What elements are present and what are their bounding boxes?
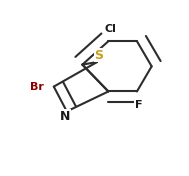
Text: Br: Br — [29, 82, 43, 92]
Text: F: F — [135, 100, 143, 110]
Text: S: S — [94, 49, 103, 62]
Text: Cl: Cl — [104, 24, 116, 34]
Text: N: N — [60, 110, 70, 123]
